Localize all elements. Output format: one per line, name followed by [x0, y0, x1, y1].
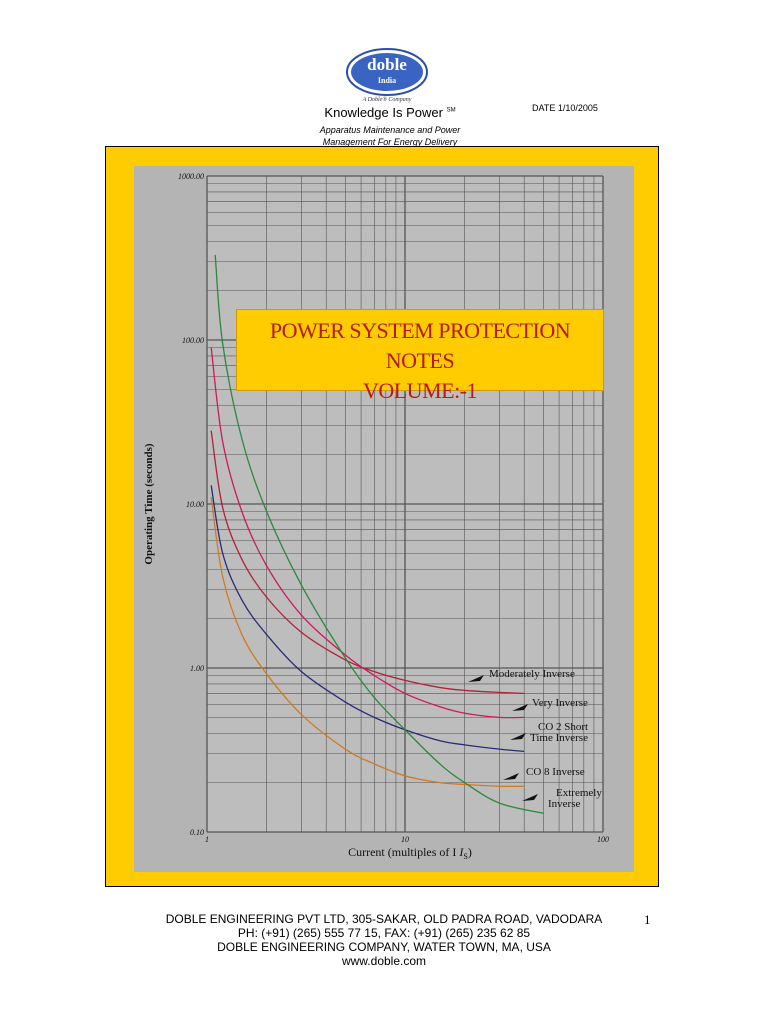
cover-volume: VOLUME:-1 — [362, 378, 478, 403]
subtitle-line-2: Management For Energy Delivery — [322, 137, 458, 147]
tagline: Knowledge Is Power SM — [300, 105, 480, 120]
x-tick-label: 1 — [205, 835, 209, 844]
curve-label-arrow — [503, 773, 519, 780]
logo-sub-text: India — [378, 76, 396, 85]
y-tick-label: 100.00 — [182, 336, 204, 345]
curve-label: CO 2 Short Time Inverse — [530, 721, 588, 744]
curve-label-arrow — [522, 794, 538, 801]
tagline-text: Knowledge Is Power — [324, 105, 443, 120]
y-tick-label: 10.00 — [186, 500, 204, 509]
y-tick-label: 1.00 — [190, 664, 204, 673]
curve-label: Extremely Inverse — [548, 787, 602, 810]
x-axis-title: Current (multiples of I IS) — [348, 845, 472, 861]
y-tick-label: 0.10 — [190, 828, 204, 837]
x-tick-label: 100 — [597, 835, 609, 844]
chart-grid — [206, 175, 604, 833]
chart-curves — [210, 254, 544, 814]
curve-label: Moderately Inverse — [489, 668, 575, 680]
curve-co-2-short-time-inverse — [210, 485, 525, 753]
service-mark: SM — [446, 107, 456, 114]
tagline-subtitle: Apparatus Maintenance and Power Manageme… — [290, 124, 490, 148]
curve-moderately-inverse — [210, 430, 525, 695]
footer-line-1: DOBLE ENGINEERING PVT LTD, 305-SAKAR, OL… — [165, 912, 603, 926]
curve-label-arrow — [468, 675, 484, 682]
chart-axes: 0.10 1.00 10.00 100.00 1000.00 1 10 100 Current … — [143, 172, 609, 861]
curve-label-arrow — [512, 704, 528, 711]
logo-company-text: A Doble® Company — [362, 97, 412, 103]
footer-line-3: DOBLE ENGINEERING COMPANY, WATER TOWN, M… — [217, 940, 551, 954]
curve-label: CO 8 Inverse — [526, 766, 585, 778]
logo-text: doble — [367, 55, 407, 74]
subtitle-line-1: Apparatus Maintenance and Power — [319, 125, 461, 135]
footer-line-4: www.doble.com — [341, 954, 427, 968]
chart-labels: Moderately Inverse Very Inverse CO 2 Short… — [468, 668, 602, 810]
cover-title-box: POWER SYSTEM PROTECTION NOTES VOLUME:-1 — [236, 309, 604, 403]
footer-address: DOBLE ENGINEERING PVT LTD, 305-SAKAR, OL… — [0, 912, 768, 968]
curve-label-arrow — [510, 733, 526, 740]
y-tick-label: 1000.00 — [178, 172, 204, 181]
y-axis-title: Operating Time (seconds) — [143, 443, 155, 565]
x-tick-label: 10 — [401, 835, 409, 844]
footer-line-2: PH: (+91) (265) 555 77 15, FAX: (+91) (2… — [237, 926, 531, 940]
curve-extremely-inverse — [214, 254, 544, 814]
curve-label: Very Inverse — [532, 697, 588, 709]
doble-logo: doble India — [346, 48, 428, 96]
curve-very-inverse — [210, 347, 525, 719]
cover-title: POWER SYSTEM PROTECTION NOTES — [269, 318, 571, 373]
page-number: 1 — [644, 912, 651, 927]
document-date: DATE 1/10/2005 — [532, 103, 598, 113]
